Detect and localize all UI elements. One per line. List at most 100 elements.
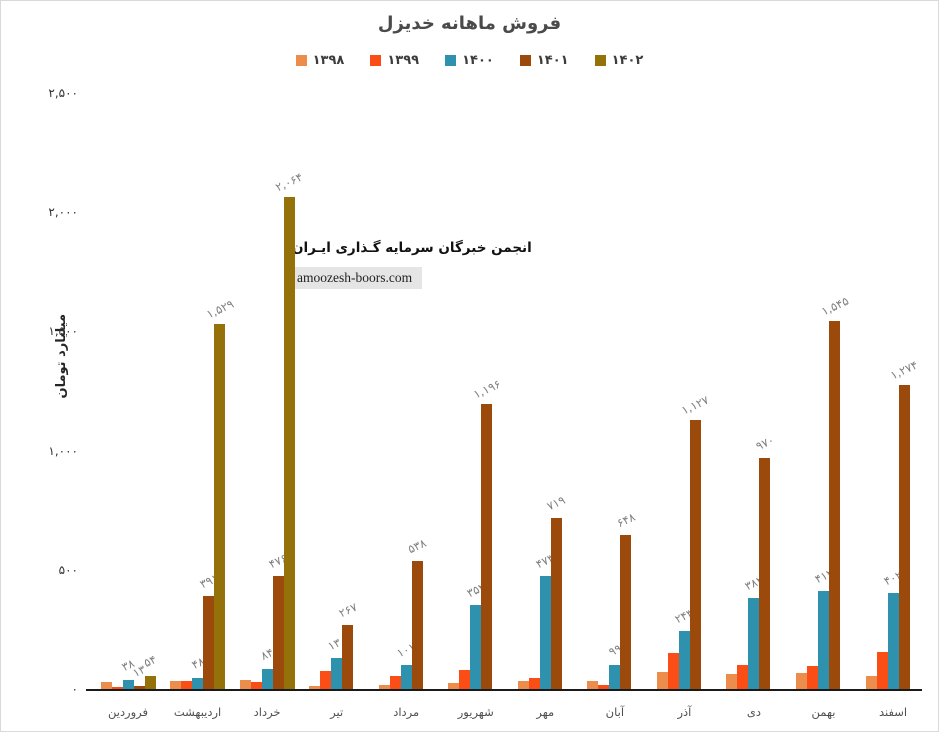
bar-1401-month-7	[550, 517, 562, 689]
bar-1399-month-1	[111, 687, 123, 689]
legend-item-1400[interactable]: ۱۴۰۰	[445, 53, 494, 68]
y-tick-label: ۵۰۰	[58, 562, 78, 577]
x-tick-label-month: تیر	[330, 705, 344, 719]
bar-1400-month-12	[887, 593, 899, 689]
legend-item-1402[interactable]: ۱۴۰۲	[594, 53, 644, 68]
bar-1399-month-6	[459, 670, 471, 689]
bar-1401-month-1	[133, 685, 145, 689]
x-tick-label-month: آذر	[677, 705, 692, 719]
bar-1400-month-11	[818, 590, 829, 689]
legend-swatch-icon	[519, 55, 531, 66]
watermark-text: انجمن خبرگان سرمایه گـذاری ایـران	[283, 237, 541, 259]
chart-legend: ۱۳۹۸ ۱۳۹۹ ۱۴۰۰ ۱۴۰۱ ۱۴۰۲	[1, 53, 938, 68]
bar-1398-month-10	[726, 673, 738, 689]
bar-1398-month-8	[587, 681, 599, 689]
bar-1401-month-9	[689, 420, 701, 689]
bar-1399-month-7	[528, 678, 540, 689]
watermark-url: amoozesh-boors.com	[287, 267, 423, 289]
legend-item-1401[interactable]: ۱۴۰۱	[519, 53, 569, 68]
legend-swatch-icon	[295, 55, 307, 66]
bar-value-label: ۷۱۹	[544, 492, 568, 513]
bar-1402-month-1	[144, 676, 156, 689]
bar-1399-month-5	[389, 675, 401, 689]
x-tick-label-month: مهر	[536, 705, 555, 719]
bar-1398-month-11	[796, 672, 807, 689]
bar-1400-month-7	[539, 576, 551, 689]
bar-1400-month-4	[331, 658, 343, 689]
legend-label: ۱۴۰۲	[611, 53, 644, 68]
x-axis-line	[86, 689, 922, 691]
y-tick-label: ۰	[71, 682, 78, 696]
y-tick-label: ۱,۰۰۰	[48, 443, 78, 458]
bar-1398-month-5	[378, 684, 390, 689]
x-tick-label-month: اردیبهشت	[173, 705, 222, 719]
bar-1401-month-8	[620, 534, 632, 689]
bar-value-label: ۲,۰۶۴	[273, 169, 305, 195]
x-tick-label-month: فروردین	[107, 705, 149, 719]
bar-1400-month-5	[400, 664, 412, 689]
bar-1400-month-10	[748, 597, 760, 689]
y-tick-label: ۲,۵۰۰	[48, 86, 78, 100]
x-tick-label-month: آبان	[605, 705, 625, 719]
legend-label: ۱۳۹۸	[312, 53, 345, 68]
legend-label: ۱۴۰۰	[462, 53, 494, 68]
bar-1399-month-4	[320, 670, 332, 689]
bar-1401-month-11	[829, 320, 840, 689]
bar-value-label: ۶۴۸	[614, 509, 638, 530]
legend-label: ۱۳۹۹	[387, 53, 420, 68]
bar-value-label: ۹۷۰	[753, 432, 777, 454]
bar-1401-month-5	[411, 560, 423, 689]
bar-1398-month-4	[309, 685, 321, 689]
y-tick-label: ۱,۵۰۰	[48, 324, 78, 339]
bar-value-label: ۱,۱۲۷	[679, 392, 712, 418]
bar-1402-month-3	[283, 196, 295, 689]
bar-1400-month-2	[192, 677, 204, 689]
bar-1401-month-6	[481, 403, 493, 689]
bar-value-label: ۱,۲۷۴	[888, 357, 920, 383]
bar-1399-month-11	[807, 666, 818, 689]
bar-1399-month-8	[598, 684, 610, 689]
bar-1400-month-9	[678, 631, 690, 689]
bar-1399-month-9	[667, 653, 679, 689]
legend-label: ۱۴۰۱	[536, 53, 569, 68]
bar-1399-month-2	[181, 680, 193, 689]
x-tick-label-month: شهریور	[457, 705, 494, 719]
bar-1398-month-6	[448, 683, 460, 689]
bar-1398-month-3	[239, 680, 251, 689]
bar-1398-month-12	[865, 675, 877, 689]
bar-value-label: ۱,۵۴۵	[818, 293, 851, 319]
bar-1400-month-3	[261, 668, 273, 689]
bar-value-label: ۱,۱۹۶	[470, 376, 503, 402]
x-tick-label-month: دی	[746, 705, 761, 719]
bar-1399-month-3	[250, 682, 262, 689]
chart-title: فروش ماهانه خدیزل	[377, 13, 562, 34]
legend-swatch-icon	[594, 55, 606, 66]
x-tick-label-month: اسفند	[878, 705, 908, 719]
x-tick-label-month: مرداد	[393, 705, 420, 719]
bar-1398-month-2	[170, 680, 182, 689]
bar-1400-month-8	[609, 665, 621, 689]
bar-1401-month-3	[272, 575, 284, 689]
bar-value-label: ۵۳۸	[405, 535, 429, 556]
bar-1400-month-1	[122, 679, 134, 689]
x-tick-label-month: بهمن	[811, 705, 836, 719]
bar-1401-month-2	[203, 595, 215, 689]
bar-1398-month-9	[656, 672, 668, 689]
bar-1402-month-2	[214, 324, 226, 689]
legend-item-1399[interactable]: ۱۳۹۹	[370, 53, 419, 68]
bar-1401-month-4	[342, 625, 354, 689]
bar-1399-month-12	[876, 652, 888, 689]
x-tick-label-month: خرداد	[253, 705, 281, 719]
legend-item-1398[interactable]: ۱۳۹۸	[295, 53, 345, 68]
legend-swatch-icon	[445, 55, 457, 66]
bar-1399-month-10	[737, 665, 749, 689]
bar-1398-month-7	[517, 680, 529, 689]
legend-swatch-icon	[370, 55, 382, 66]
bar-1400-month-6	[470, 605, 482, 689]
bar-1401-month-12	[898, 385, 910, 689]
bar-value-label: ۱,۵۲۹	[203, 297, 236, 322]
bar-1401-month-10	[759, 457, 771, 689]
bar-1398-month-1	[100, 682, 112, 689]
y-tick-label: ۲,۰۰۰	[48, 205, 78, 220]
